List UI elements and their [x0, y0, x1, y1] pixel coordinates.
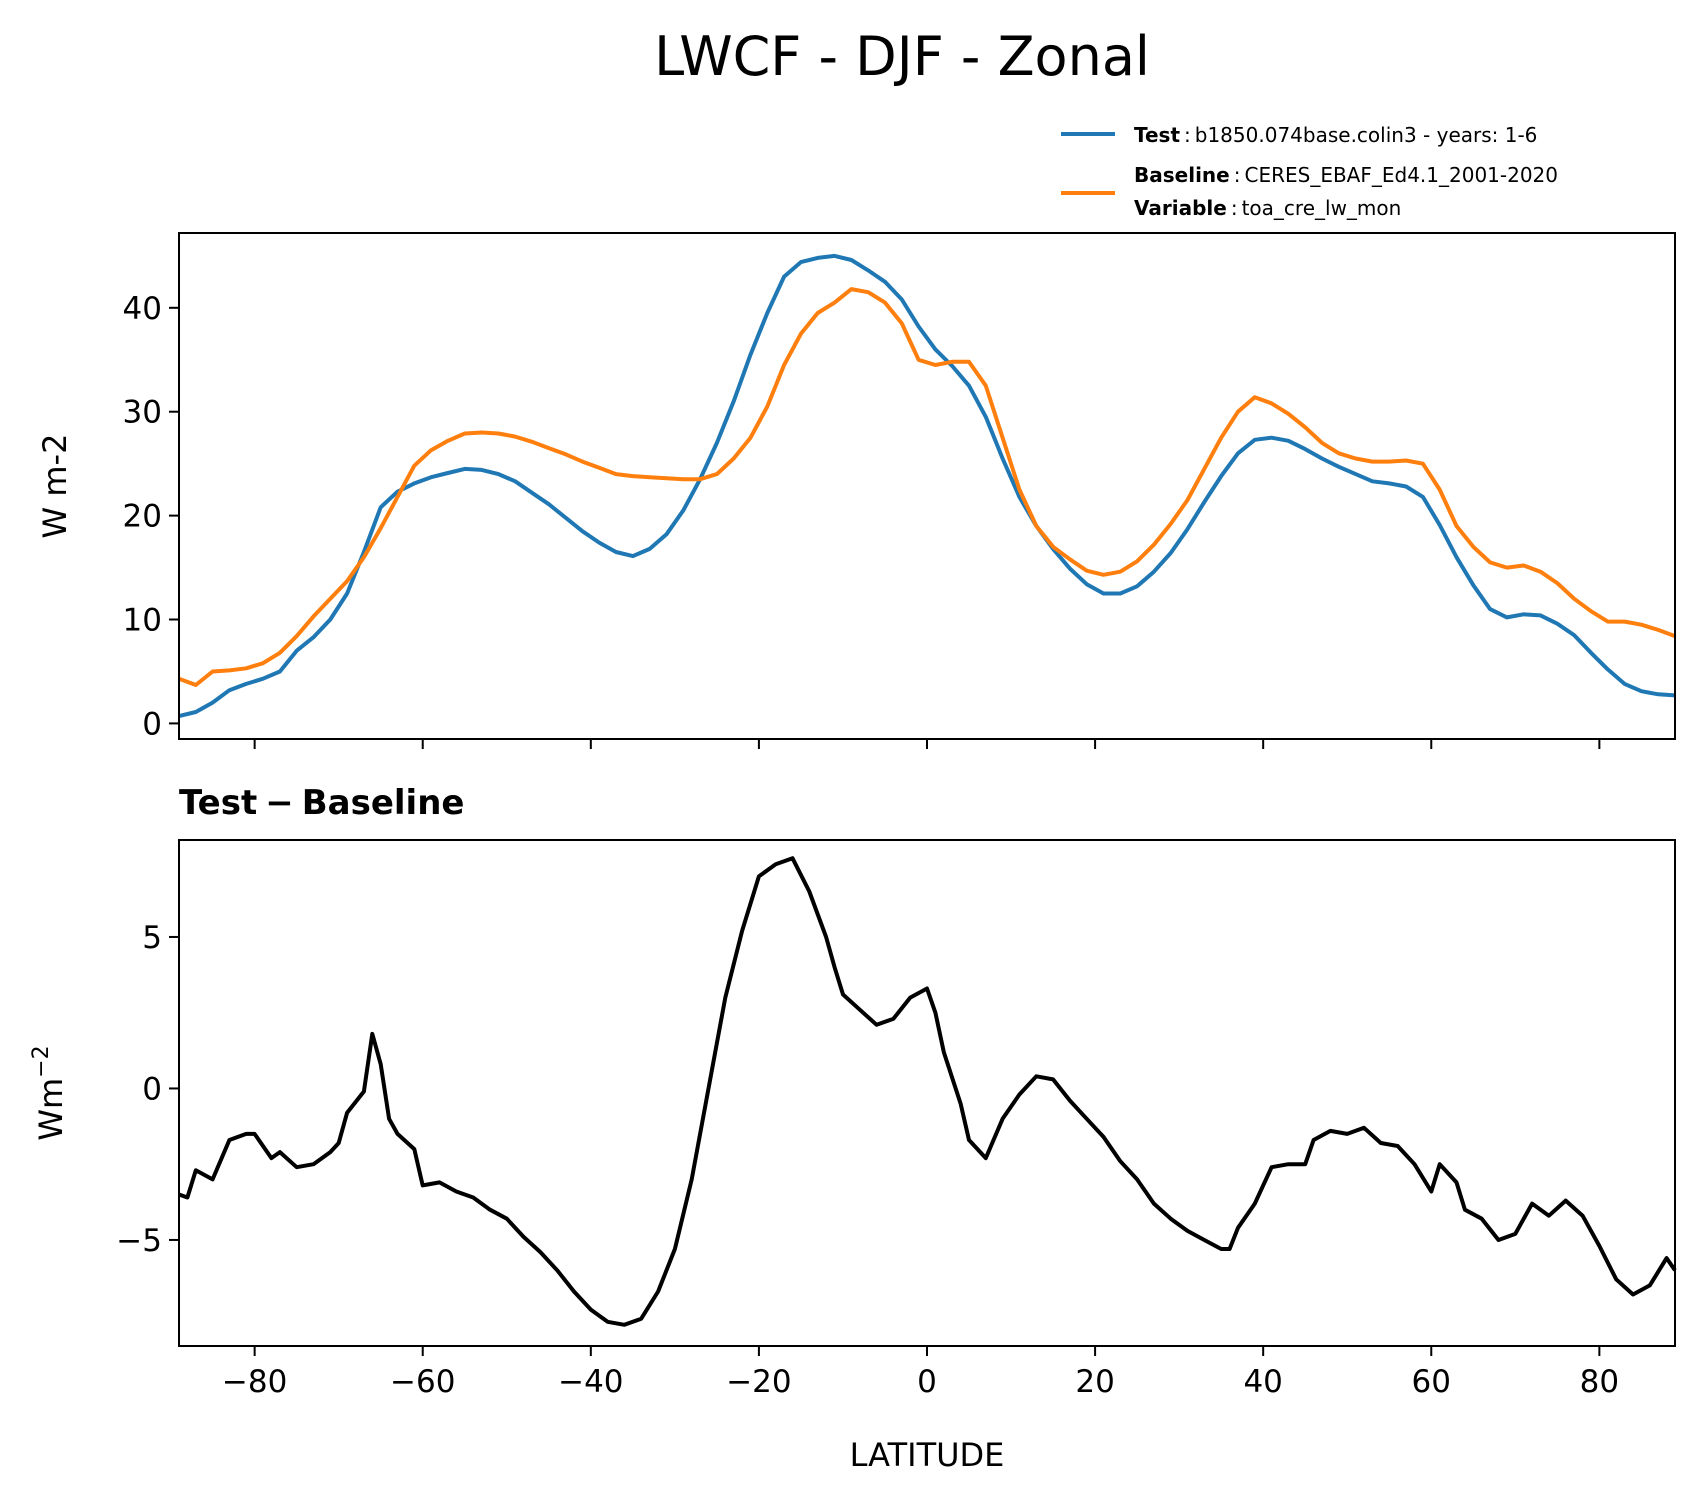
x-tick-label: −60 — [390, 1364, 455, 1400]
legend-entry-variable: Variable: toa_cre_lw_mon — [1134, 196, 1401, 220]
x-tick-label: 20 — [1075, 1364, 1114, 1400]
chart-title: LWCF - DJF - Zonal — [654, 25, 1150, 88]
top-x-ticks — [253, 739, 1601, 749]
x-tick-label: −80 — [222, 1364, 287, 1400]
bottom-y-tick-label: 5 — [142, 920, 162, 956]
bottom-axes-frame — [178, 839, 1676, 1347]
top-y-ticks: 0 10 20 30 40 — [123, 291, 179, 742]
top-y-tick-label: 0 — [142, 706, 162, 742]
bottom-y-tick-label: 0 — [142, 1071, 162, 1107]
legend: Test: b1850.074base.colin3 - years: 1-6 B… — [1061, 123, 1558, 220]
x-tick-label: 80 — [1580, 1364, 1619, 1400]
bottom-y-tick-label: −5 — [116, 1223, 162, 1259]
top-axes-frame — [178, 232, 1676, 740]
x-tick-label: 60 — [1412, 1364, 1451, 1400]
bottom-x-ticks: −80 −60 −40 −20 0 20 40 60 80 — [222, 1346, 1619, 1400]
bottom-series-line-test-baseline — [178, 856, 1677, 1327]
top-y-tick-label: 20 — [123, 499, 162, 535]
x-tick-label: 0 — [917, 1364, 937, 1400]
bottom-panel: Test − Baseline −5 0 5 −80 −60 −40 −20 0 20 40 60 80… — [29, 783, 1677, 1474]
top-series-line-test — [178, 253, 1676, 719]
top-y-tick-label: 30 — [123, 395, 162, 431]
top-y-tick-label: 40 — [123, 291, 162, 327]
bottom-panel-title: Test − Baseline — [179, 783, 464, 823]
x-axis-label: LATITUDE — [850, 1436, 1005, 1474]
bottom-series — [178, 856, 1677, 1327]
legend-entry-baseline: Baseline: CERES_EBAF_Ed4.1_2001-2020 — [1134, 163, 1558, 187]
top-series-line-baseline — [178, 287, 1676, 687]
top-series — [178, 253, 1676, 719]
x-tick-label: −40 — [558, 1364, 623, 1400]
legend-entry-test: Test: b1850.074base.colin3 - years: 1-6 — [1134, 123, 1537, 147]
x-tick-label: 40 — [1243, 1364, 1282, 1400]
bottom-y-ticks: −5 0 5 — [116, 920, 179, 1259]
bottom-y-axis-label: Wm−2 — [29, 1045, 70, 1140]
top-y-axis-label: W m-2 — [36, 434, 74, 539]
top-y-tick-label: 10 — [123, 603, 162, 639]
x-tick-label: −20 — [726, 1364, 791, 1400]
top-panel: 0 10 20 30 40 W m-2 — [36, 232, 1676, 749]
